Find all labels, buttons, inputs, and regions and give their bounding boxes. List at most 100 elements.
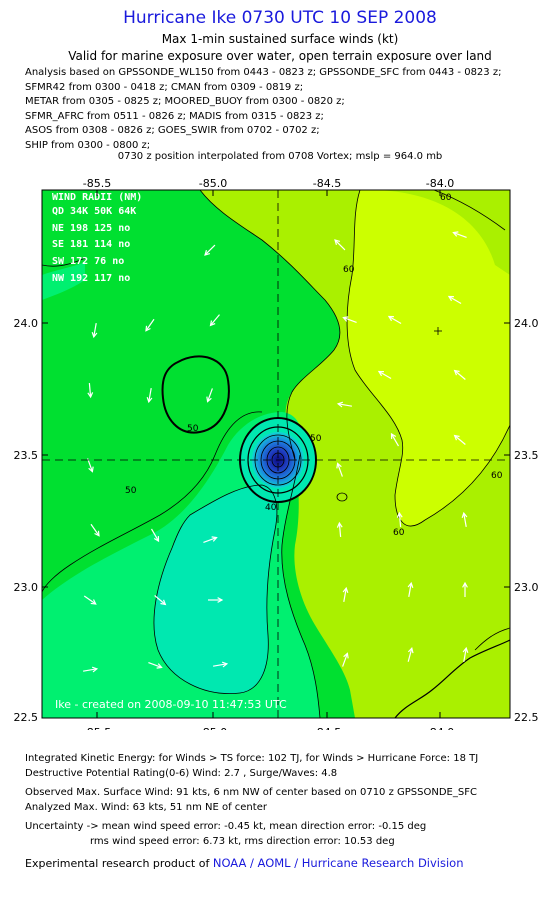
wind-radii-table: WIND RADII (NM) QD 34K 50K 64K NE 198 12…: [52, 192, 142, 284]
wind-arrow-head: [336, 462, 342, 469]
lon-tick-top: -84.0: [426, 177, 454, 190]
wind-arrow: [210, 314, 220, 326]
wind-arrow: [204, 244, 216, 256]
wind-arrow: [93, 323, 97, 337]
wind-arrow: [463, 648, 467, 662]
credit-text: Ike - created on 2008-09-10 11:47:53 UTC: [55, 698, 287, 711]
wind-arrow: [388, 315, 402, 325]
wind-arrow-head: [221, 661, 229, 668]
wind-arrow-head: [160, 599, 167, 606]
lat-tick-right: 23.0: [514, 581, 539, 594]
wind-arrow: [407, 648, 413, 662]
wind-arrow-head: [453, 369, 460, 376]
contour-40: [153, 484, 278, 694]
lon-tick-bottom: -85.5: [83, 726, 111, 730]
wind-arrow-head: [91, 666, 99, 673]
wind-arrow-head: [94, 530, 100, 537]
analysis-sources: Analysis based on GPSSONDE_WL150 from 04…: [25, 66, 501, 154]
wind-arrow: [343, 317, 357, 323]
wind-arrow: [390, 433, 400, 447]
wind-arrow: [338, 403, 352, 407]
wind-arrow-head: [206, 396, 212, 403]
contour-50: [42, 411, 263, 593]
analysis-line: Analysis based on GPSSONDE_WL150 from 04…: [25, 67, 502, 78]
wind-arrow: [334, 239, 346, 251]
wind-arrow-head: [342, 586, 349, 594]
lon-tick-bottom: -84.0: [426, 726, 454, 730]
lon-tick-bottom: -85.0: [199, 726, 227, 730]
analysis-line: ASOS from 0308 - 0826 z; GOES_SWIR from …: [25, 125, 320, 137]
hrd-link[interactable]: NOAA / AOML / Hurricane Research Divisio…: [212, 856, 464, 870]
position-note: 0730 z position interpolated from 0708 V…: [117, 151, 443, 162]
contour-label: 50: [310, 434, 322, 444]
wind-arrow: [203, 537, 217, 543]
wind-arrow: [148, 388, 152, 402]
wind-arrow-head: [91, 331, 98, 339]
wind-arrow-head: [462, 581, 468, 588]
wind-arrow-head: [87, 392, 94, 399]
contour-label: 60: [393, 528, 405, 538]
observed-max-wind: Observed Max. Surface Wind: 91 kts, 6 nm…: [25, 787, 477, 798]
contour-60: [433, 190, 506, 231]
map-frame: [41, 189, 511, 719]
wind-arrow: [378, 370, 392, 380]
lat-tick-right: 23.5: [514, 449, 539, 462]
contour-label: 50: [187, 424, 199, 434]
wind-arrow-head: [217, 597, 224, 603]
wind-arrow: [145, 318, 155, 332]
subtitle: Max 1-min sustained surface winds (kt): [161, 32, 399, 46]
contour-label: 60: [440, 193, 452, 203]
lat-tick-left: 22.5: [14, 711, 39, 724]
product-credit: Experimental research product of NOAA / …: [25, 856, 464, 870]
wind-arrow: [87, 458, 93, 472]
lat-tick-right: 22.5: [514, 711, 539, 724]
band-70-plus: [347, 190, 510, 526]
page-title: Hurricane Ike 0730 UTC 10 SEP 2008: [123, 8, 437, 28]
wind-radii-header: QD 34K 50K 64K: [52, 206, 136, 217]
wind-arrow: [154, 595, 166, 605]
wind-arrow-head: [343, 652, 349, 659]
wind-arrow: [207, 388, 213, 402]
wind-arrow-head: [146, 396, 153, 404]
wind-radii-row: NW 192 117 no: [52, 273, 130, 284]
contour-60: [199, 190, 341, 461]
contour-50: [42, 257, 86, 267]
uncertainty-line-rms: rms wind speed error: 6.73 kt, rms direc…: [25, 836, 395, 847]
wind-arrow-head: [156, 663, 163, 669]
wind-arrow: [448, 295, 462, 305]
wind-arrow: [454, 370, 466, 380]
wind-radii-row: SE 181 114 no: [52, 239, 130, 250]
wind-arrow-head: [453, 434, 460, 441]
wind-arrow-head: [342, 316, 349, 322]
wind-arrow-head: [145, 325, 151, 332]
wind-arrow: [337, 463, 343, 477]
contour-60: [346, 190, 510, 527]
wind-map: -85.5 -85.0 -84.5 -84.0 -85.5 -85.0 -84.…: [14, 177, 539, 730]
contour-label: 60: [343, 265, 355, 275]
wind-radii-row: NE 198 125 no: [52, 223, 130, 234]
product-prefix: Experimental research product of: [25, 857, 213, 870]
wind-arrow-head: [88, 466, 94, 473]
plus-marker: [434, 327, 442, 335]
wind-arrow: [398, 512, 402, 528]
wind-arrow-head: [336, 401, 344, 408]
uncertainty-rms-text: rms wind speed error: 6.73 kt, rms direc…: [90, 836, 395, 847]
analysis-line: SFMR_AFRC from 0511 - 0826 z; MADIS from…: [25, 110, 324, 122]
lat-tick-left: 23.0: [14, 581, 39, 594]
contour-50-closed: [161, 355, 230, 434]
wind-arrow-head: [211, 536, 218, 542]
destructive-potential: Destructive Potential Rating(0-6) Wind: …: [25, 768, 338, 779]
wind-arrow: [408, 583, 412, 597]
wind-arrow: [338, 522, 342, 538]
ike-line: Integrated Kinetic Energy: for Winds > T…: [25, 753, 479, 764]
wind-arrow-head: [204, 249, 211, 256]
wind-arrows: [83, 231, 469, 673]
analysis-line: SFMR42 from 0300 - 0418 z; CMAN from 030…: [25, 81, 304, 93]
wind-arrow: [343, 588, 347, 602]
lat-tick-left: 23.5: [14, 449, 39, 462]
wind-arrow: [463, 513, 467, 527]
analysis-line: SHIP from 0300 - 0800 z;: [25, 139, 151, 151]
wind-arrow-head: [461, 511, 468, 519]
lon-tick-bottom: -84.5: [313, 726, 341, 730]
band-30-40: [153, 485, 277, 694]
